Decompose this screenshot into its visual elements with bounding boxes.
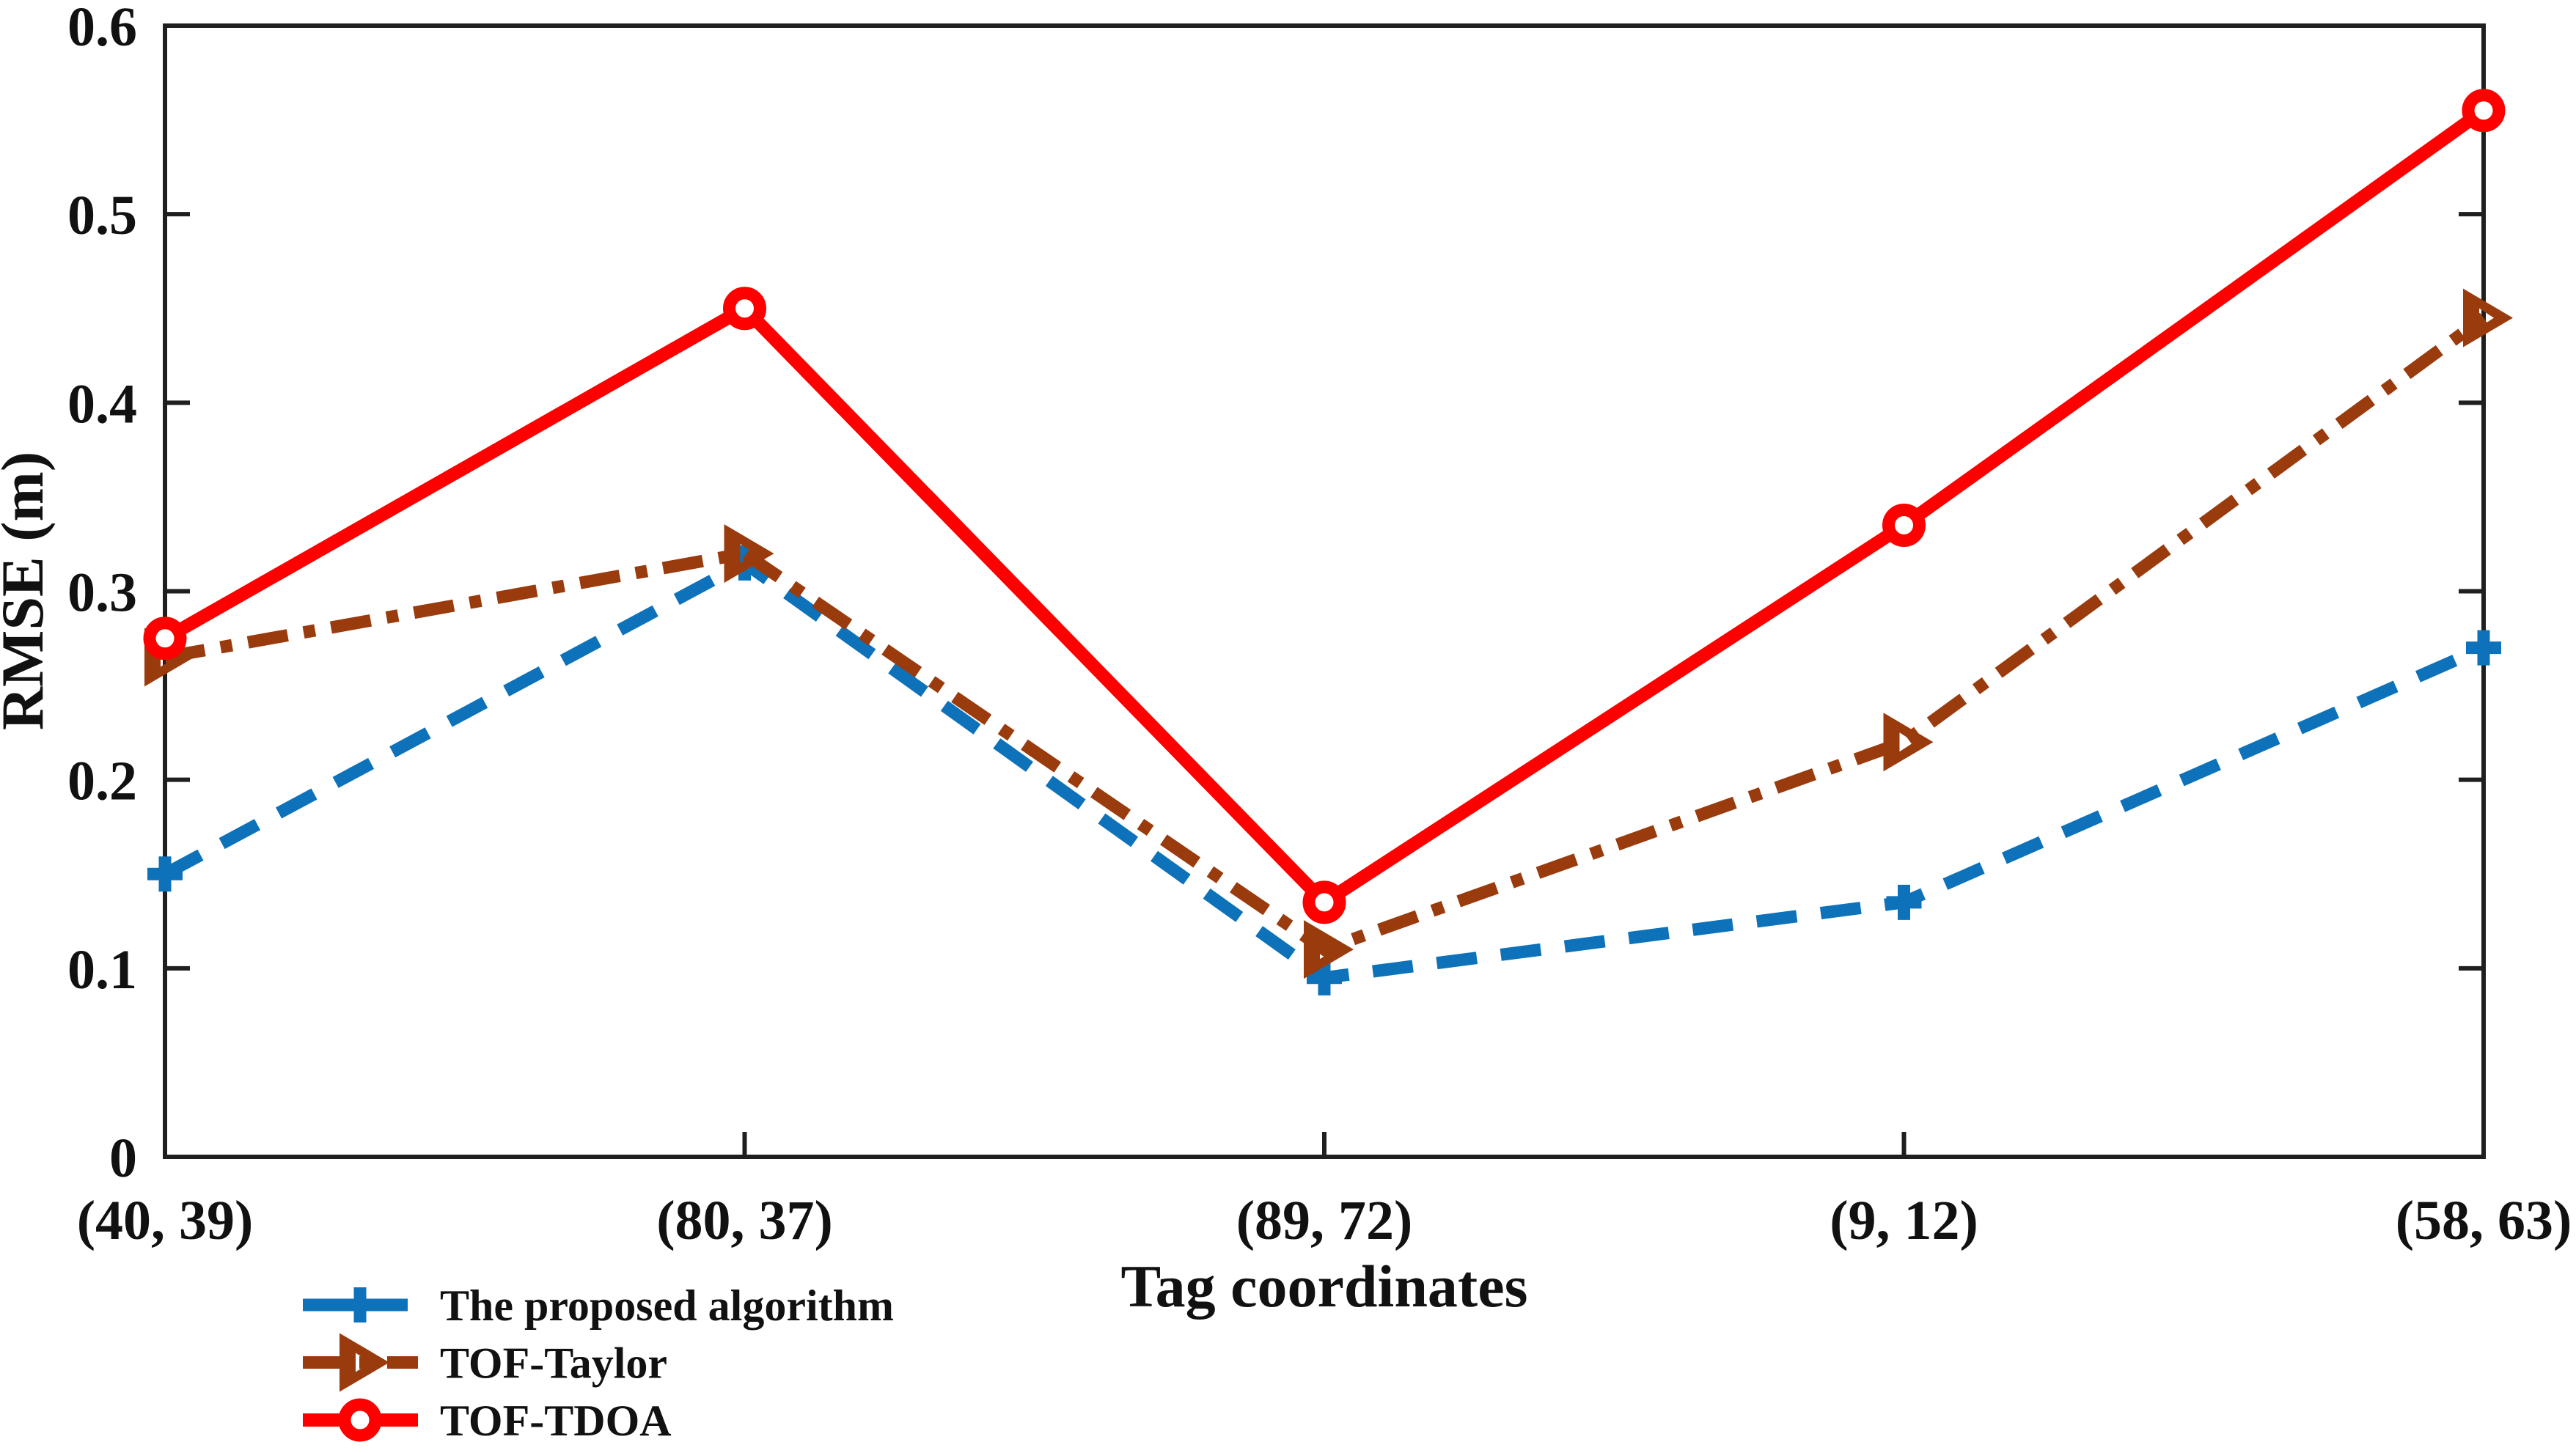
y-axis-title: RMSE (m): [0, 452, 56, 730]
x-tick-label: (89, 72): [1236, 1190, 1413, 1251]
series-proposed-plus-marker-icon: [147, 856, 183, 892]
legend-label-tof-taylor: TOF-Taylor: [440, 1339, 667, 1388]
y-tick-label: 0.3: [67, 562, 137, 624]
y-tick-label: 0.2: [67, 751, 137, 812]
series-proposed-plus-marker-icon: [1886, 884, 1922, 920]
y-tick-label: 0.5: [67, 185, 137, 246]
series-tof-taylor-triangle-marker-icon: [724, 524, 774, 584]
x-tick-label: (40, 39): [77, 1190, 254, 1251]
legend-proposed-plus-marker-icon: [342, 1287, 378, 1323]
x-axis-title: Tag coordinates: [1120, 1253, 1527, 1320]
legend-tof-tdoa-circle-marker-icon: [338, 1398, 382, 1442]
y-tick-label: 0.4: [67, 373, 137, 435]
series-tof-tdoa-circle-marker-icon: [143, 617, 187, 661]
series-tof-tdoa-circle-marker-icon: [1882, 503, 1926, 547]
series-line-tof-taylor: [164, 312, 2488, 957]
series-tof-tdoa-circle-marker-icon: [723, 287, 766, 331]
legend-label-tof-tdoa: TOF-TDOA: [440, 1397, 672, 1445]
y-tick-label: 0.1: [67, 939, 137, 1001]
y-tick-label: 0.6: [67, 0, 137, 58]
legend: The proposed algorithm TOF-Taylor TOF-TDOA: [303, 1281, 894, 1445]
series-tof-taylor-triangle-marker-icon: [1304, 920, 1354, 979]
x-tick-label: (80, 37): [656, 1190, 833, 1251]
x-tick-label: (9, 12): [1830, 1190, 1978, 1251]
y-tick-label: 0: [109, 1128, 137, 1189]
series-tof-tdoa-circle-marker-icon: [2462, 89, 2506, 133]
series-line-tof-tdoa: [161, 105, 2488, 911]
series-layer: [143, 89, 2513, 996]
legend-row-tof-taylor: TOF-Taylor: [303, 1333, 667, 1392]
series-tof-taylor-triangle-marker-icon: [1883, 713, 1934, 772]
axis-label-layer: Tag coordinates RMSE (m): [0, 452, 1528, 1320]
axes-layer: 0 0.1 0.2 0.3 0.4 0.5 0.6 (40, 39) (80, 37) (89, …: [67, 0, 2572, 1251]
legend-row-tof-tdoa: TOF-TDOA: [303, 1397, 672, 1445]
legend-tof-taylor-triangle-marker-icon: [340, 1333, 389, 1392]
series-proposed-plus-marker-icon: [2466, 630, 2501, 666]
x-tick-label: (58, 63): [2396, 1190, 2572, 1251]
series-tof-tdoa-circle-marker-icon: [1302, 880, 1346, 924]
legend-row-proposed: The proposed algorithm: [303, 1281, 894, 1330]
legend-label-proposed: The proposed algorithm: [440, 1281, 894, 1330]
series-tof-taylor-triangle-marker-icon: [2463, 288, 2513, 347]
